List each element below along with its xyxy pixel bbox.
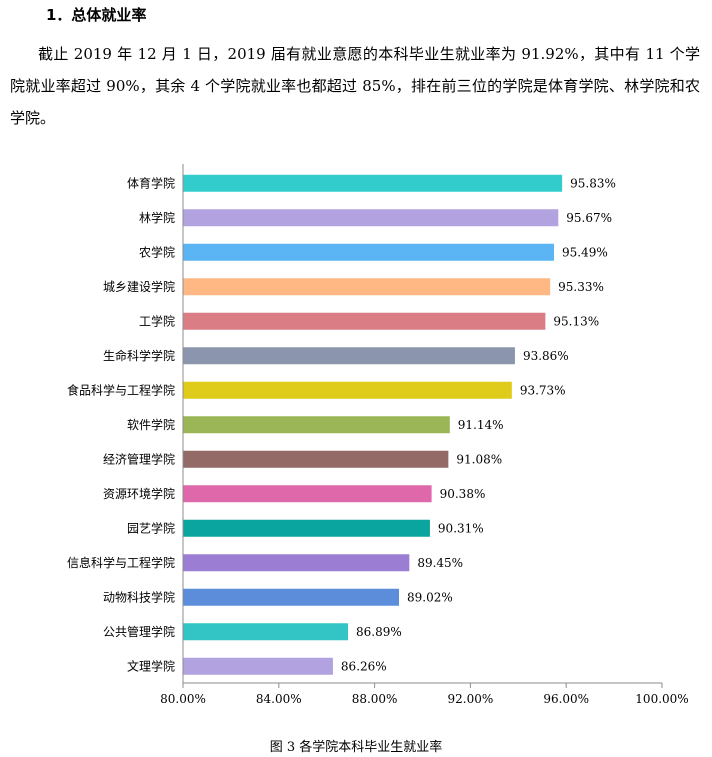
category-label: 公共管理学院 [103, 624, 175, 639]
data-label: 95.49% [562, 245, 608, 259]
category-label: 动物科技学院 [103, 589, 175, 604]
x-tick-label: 80.00% [160, 692, 206, 706]
summary-paragraph: 截止 2019 年 12 月 1 日，2019 届有就业意愿的本科毕业生就业率为… [10, 45, 700, 127]
bar [183, 312, 546, 330]
category-label: 食品科学与工程学院 [67, 382, 175, 397]
data-label: 91.14% [458, 418, 504, 432]
figure-caption: 图 3 各学院本科毕业生就业率 [269, 740, 443, 755]
data-label: 95.13% [553, 314, 599, 328]
data-label: 90.38% [440, 487, 486, 501]
data-label: 95.67% [566, 211, 612, 225]
section-heading: 1．总体就业率 [46, 6, 147, 24]
category-label: 软件学院 [127, 417, 175, 432]
category-label: 体育学院 [127, 175, 175, 190]
bar [183, 278, 551, 296]
employment-rate-chart: 体育学院 95.83% 林学院 95.67% 农学院 95.49% 城乡建设学院 95.33%… [0, 160, 712, 720]
bar-chart-svg: 体育学院 95.83% 林学院 95.67% 农学院 95.49% 城乡建设学院 95.33%… [67, 164, 689, 706]
x-tick-label: 92.00% [448, 692, 494, 706]
category-label: 资源环境学院 [103, 486, 175, 501]
bar [183, 485, 432, 503]
x-tick-label: 88.00% [352, 692, 398, 706]
category-label: 生命科学学院 [103, 348, 175, 363]
category-label: 农学院 [139, 244, 175, 259]
data-label: 93.86% [523, 349, 569, 363]
category-label: 工学院 [139, 313, 175, 328]
category-label: 文理学院 [127, 658, 175, 673]
bar [183, 174, 563, 192]
data-label: 89.45% [417, 556, 463, 570]
bar [183, 519, 430, 537]
bar [183, 450, 449, 468]
data-label: 95.83% [570, 176, 616, 190]
bar [183, 588, 400, 606]
data-label: 90.31% [438, 521, 484, 535]
bar [183, 416, 450, 434]
bar [183, 381, 512, 399]
data-label: 93.73% [520, 383, 566, 397]
x-tick-label: 100.00% [635, 692, 688, 706]
bar [183, 623, 349, 641]
bar [183, 243, 554, 261]
data-label: 86.89% [356, 625, 402, 639]
category-label: 园艺学院 [127, 520, 175, 535]
x-tick-label: 96.00% [543, 692, 589, 706]
data-label: 89.02% [407, 590, 453, 604]
category-label: 经济管理学院 [103, 451, 175, 466]
data-label: 95.33% [558, 280, 604, 294]
category-label: 城乡建设学院 [103, 279, 175, 294]
category-label: 林学院 [139, 210, 175, 225]
bar [183, 347, 515, 365]
bar [183, 209, 559, 227]
data-label: 86.26% [341, 659, 387, 673]
bar [183, 657, 333, 675]
data-label: 91.08% [456, 452, 502, 466]
x-tick-label: 84.00% [256, 692, 302, 706]
bar [183, 554, 410, 572]
category-label: 信息科学与工程学院 [67, 555, 175, 570]
